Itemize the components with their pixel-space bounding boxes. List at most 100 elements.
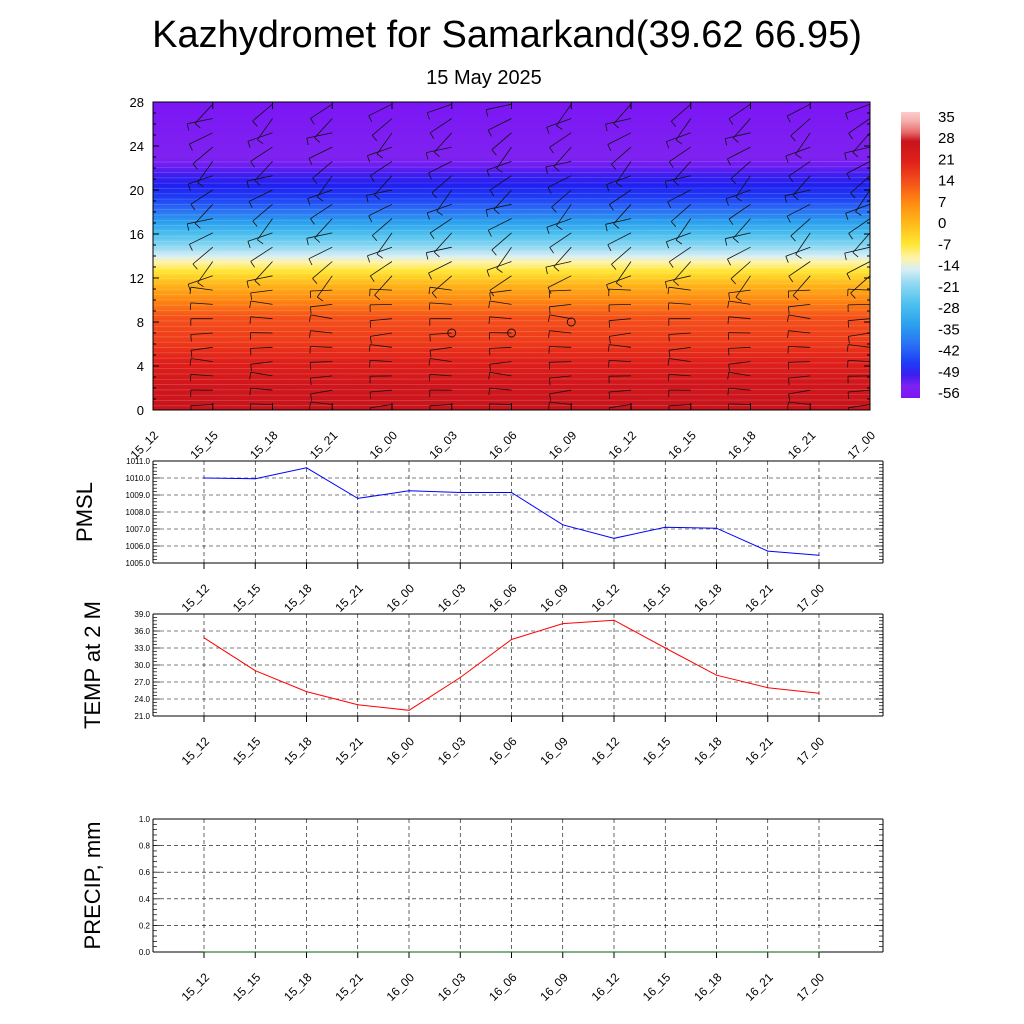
y-tick-label: 1009.0 xyxy=(126,491,151,500)
wind-barb-flag xyxy=(728,218,734,225)
wind-barb-staff xyxy=(553,246,572,267)
series-point xyxy=(510,951,513,953)
wind-barb-flag xyxy=(190,334,192,342)
heatmap-x-tick-label: 17_00 xyxy=(845,428,879,462)
wind-barb-flag xyxy=(368,344,371,352)
heatmap-x-tick-label: 16_00 xyxy=(367,428,401,462)
x-tick-label: 16_09 xyxy=(537,734,571,768)
heatmap-y-tick-label: 0 xyxy=(137,403,144,418)
wind-barb-staff xyxy=(310,389,333,395)
wind-barb-flag xyxy=(548,330,550,338)
wind-barb-staff xyxy=(153,390,154,391)
wind-barb-staff xyxy=(549,314,572,320)
x-tick-label: 15_12 xyxy=(179,734,213,768)
wind-barb-staff xyxy=(549,375,572,379)
colorbar-labels: 35 28 21 14 7 0 -7 -14 -21 -28 -35 -42 -49 -56 xyxy=(938,109,960,402)
wind-barb-flag xyxy=(369,275,375,282)
wind-barb-staff xyxy=(666,232,691,243)
wind-barb-staff xyxy=(370,344,393,348)
wind-barb-flag xyxy=(496,168,503,173)
wind-barb-flag xyxy=(194,123,201,129)
wind-barb-flag xyxy=(675,239,683,245)
wind-barb-flag xyxy=(668,350,671,358)
colorbar-bar xyxy=(901,112,920,398)
wind-barb-staff xyxy=(670,203,692,222)
series-point xyxy=(613,619,615,621)
y-tick-label: 1007.0 xyxy=(126,525,151,534)
wind-barb-staff xyxy=(556,103,572,126)
wind-barb-staff xyxy=(489,289,512,294)
wind-barb-staff xyxy=(852,132,870,153)
series-point xyxy=(510,638,513,641)
wind-barb-flag xyxy=(369,407,371,410)
wind-barb-staff xyxy=(489,275,512,291)
series-point xyxy=(613,537,615,539)
wind-barb-flag xyxy=(246,180,249,188)
wind-barb-staff xyxy=(307,189,333,199)
wind-barb-flag xyxy=(130,287,133,293)
wind-barb-staff xyxy=(308,146,333,159)
wind-barb-staff xyxy=(187,175,213,185)
wind-barb-flag xyxy=(369,391,371,399)
wind-barb-flag xyxy=(369,336,372,344)
x-tick-label: 16_00 xyxy=(384,970,418,1004)
wind-barb-flag xyxy=(131,336,132,343)
wind-barb-staff xyxy=(257,118,273,140)
wind-barb-staff xyxy=(153,304,154,305)
wind-barb-flag xyxy=(611,163,617,170)
wind-barb-staff xyxy=(190,286,213,291)
series-point xyxy=(254,951,256,953)
wind-barb-staff xyxy=(252,103,273,122)
wind-barb-staff xyxy=(848,389,870,393)
wind-barb-staff xyxy=(190,332,213,335)
x-tick-label: 16_03 xyxy=(435,734,469,768)
wind-barb-staff xyxy=(248,189,273,202)
series-point xyxy=(767,687,769,689)
wind-barb-flag xyxy=(547,287,552,294)
wind-barb-flag xyxy=(795,153,802,159)
wind-barb-staff xyxy=(489,361,512,365)
wind-barb-staff xyxy=(848,218,870,234)
wind-barb-flag xyxy=(138,125,144,129)
wind-barb-staff xyxy=(795,232,811,255)
series-point xyxy=(254,478,256,480)
wind-barb-staff xyxy=(312,261,333,279)
wind-barb-staff xyxy=(153,204,154,205)
wind-barb-flag xyxy=(376,253,384,259)
wind-barb-flag xyxy=(551,206,557,213)
wind-barb-staff xyxy=(549,330,572,334)
wind-barb-flag xyxy=(429,334,431,342)
wind-barb-staff xyxy=(549,346,572,348)
wind-barb-flag xyxy=(848,132,853,140)
wind-barb-staff xyxy=(606,175,632,185)
wind-barb-flag xyxy=(374,294,380,301)
wind-barb-flag xyxy=(249,316,251,324)
wind-barb-flag xyxy=(428,172,432,180)
wind-barb-flag xyxy=(197,182,204,187)
wind-barb-flag xyxy=(668,261,674,268)
wind-barb-staff xyxy=(847,288,870,291)
wind-barb-flag xyxy=(488,300,491,309)
heatmap-x-tick-label: 16_03 xyxy=(426,428,460,462)
colorbar-label: 14 xyxy=(938,173,955,190)
wind-barb-staff xyxy=(429,358,452,362)
wind-barb-staff xyxy=(252,203,273,222)
wind-barb-flag xyxy=(314,137,321,143)
wind-barb-flag xyxy=(367,255,371,263)
wind-barb-flag xyxy=(310,306,312,314)
wind-barb-flag xyxy=(189,358,192,366)
wind-barb-flag xyxy=(549,147,554,154)
heatmap-y-tick-label: 4 xyxy=(137,359,144,374)
wind-barb-staff xyxy=(613,103,632,124)
wind-barb-flag xyxy=(485,209,488,217)
wind-barb-staff xyxy=(609,318,632,322)
wind-barb-flag xyxy=(366,195,369,203)
colorbar-label: -49 xyxy=(938,364,960,381)
wind-barb-staff xyxy=(786,203,811,217)
wind-barb-staff xyxy=(368,203,393,217)
wind-barb-staff xyxy=(247,232,273,242)
wind-barb-staff xyxy=(788,161,811,177)
wind-barb-staff xyxy=(788,346,811,348)
wind-barb-flag xyxy=(792,295,799,301)
wind-barb-flag xyxy=(197,282,204,288)
